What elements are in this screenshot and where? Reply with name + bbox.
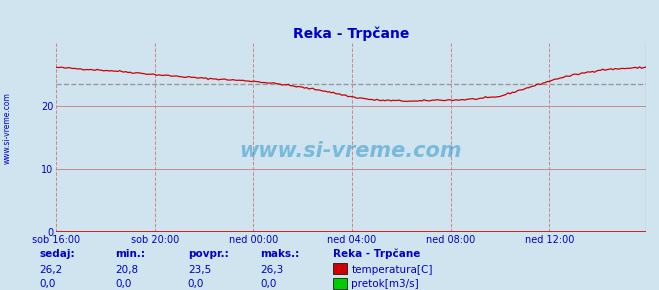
Text: maks.:: maks.: — [260, 249, 300, 259]
Text: 0,0: 0,0 — [40, 279, 56, 289]
Title: Reka - Trpčane: Reka - Trpčane — [293, 26, 409, 41]
Text: www.si-vreme.com: www.si-vreme.com — [3, 92, 12, 164]
Text: 26,2: 26,2 — [40, 264, 63, 275]
Text: 20,8: 20,8 — [115, 264, 138, 275]
Text: 0,0: 0,0 — [260, 279, 277, 289]
Text: povpr.:: povpr.: — [188, 249, 229, 259]
Text: 23,5: 23,5 — [188, 264, 211, 275]
Text: 0,0: 0,0 — [115, 279, 132, 289]
Text: sedaj:: sedaj: — [40, 249, 75, 259]
Text: 0,0: 0,0 — [188, 279, 204, 289]
Text: temperatura[C]: temperatura[C] — [351, 264, 433, 275]
Text: pretok[m3/s]: pretok[m3/s] — [351, 279, 419, 289]
Text: Reka - Trpčane: Reka - Trpčane — [333, 248, 420, 259]
Text: min.:: min.: — [115, 249, 146, 259]
Text: 26,3: 26,3 — [260, 264, 283, 275]
Text: www.si-vreme.com: www.si-vreme.com — [240, 141, 462, 161]
